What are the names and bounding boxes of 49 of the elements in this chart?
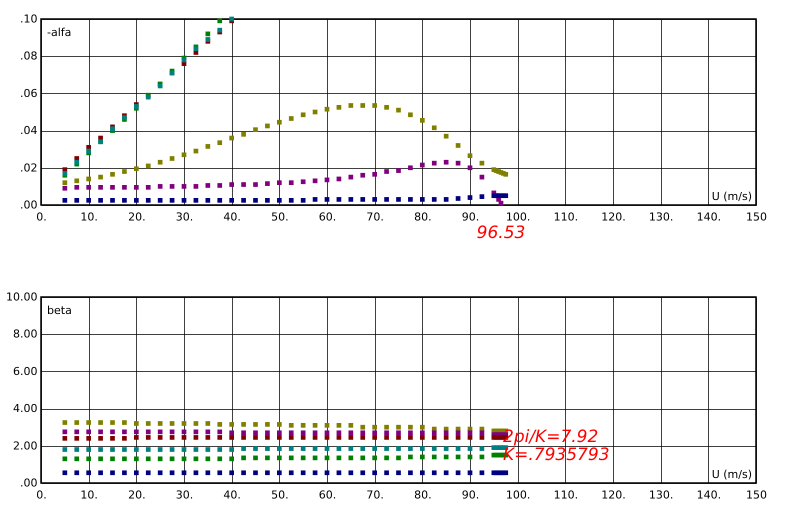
x-tick-label: 50. <box>271 488 289 502</box>
x-tick-label: 100. <box>506 210 530 224</box>
x-tick-label: 110. <box>554 488 578 502</box>
y-tick-label: .10 <box>20 12 38 26</box>
y-axis-title: -alfa <box>47 26 72 39</box>
y-tick-label: 8.00 <box>13 328 38 341</box>
y-tick-label: 10.00 <box>6 290 38 304</box>
y-tick-label: 2.00 <box>13 439 38 452</box>
x-tick-label: 10. <box>80 488 98 502</box>
x-tick-label: 130. <box>648 210 674 224</box>
x-tick-label: 20. <box>128 488 146 502</box>
x-axis-title: U (m/s) <box>712 468 752 481</box>
x-tick-label: 40. <box>223 488 241 502</box>
x-tick-label: 90. <box>462 210 480 224</box>
x-tick-label: 0. <box>36 488 47 502</box>
y-tick-label: .06 <box>20 86 38 100</box>
x-tick-label: 90. <box>462 488 480 502</box>
y-tick-label: .04 <box>20 124 38 138</box>
x-tick-label: 30. <box>176 210 194 224</box>
x-tick-label: 150 <box>746 488 767 502</box>
x-tick-label: 40. <box>223 210 241 224</box>
x-tick-label: 140. <box>696 210 722 224</box>
x-tick-label: 140. <box>696 488 722 502</box>
x-tick-label: 10. <box>80 210 98 224</box>
x-axis-title: U (m/s) <box>712 190 752 203</box>
y-axis-title: beta <box>47 304 72 317</box>
y-tick-label: .02 <box>20 161 38 174</box>
x-tick-label: 60. <box>318 488 336 502</box>
x-tick-label: 70. <box>366 488 384 502</box>
x-tick-label: 130. <box>648 488 674 502</box>
y-tick-label: 4.00 <box>13 402 38 416</box>
text: 96.53 <box>476 223 526 243</box>
x-tick-label: 110. <box>554 210 578 224</box>
x-tick-label: 80. <box>414 210 432 224</box>
x-tick-label: 120. <box>601 488 626 502</box>
x-tick-label: 30. <box>176 488 194 502</box>
x-tick-label: 20. <box>128 210 146 224</box>
x-tick-label: 50. <box>271 210 289 224</box>
y-tick-label: .00 <box>20 198 38 212</box>
x-tick-label: 70. <box>366 210 384 224</box>
x-tick-label: 150 <box>746 210 767 224</box>
x-tick-label: 100. <box>506 488 530 502</box>
x-tick-label: 120. <box>601 210 626 224</box>
x-tick-label: 60. <box>318 210 336 224</box>
y-tick-label: .00 <box>20 476 38 490</box>
x-tick-label: 80. <box>414 488 432 502</box>
x-tick-label: 0. <box>36 210 47 224</box>
y-tick-label: .08 <box>20 50 38 63</box>
y-tick-label: 6.00 <box>13 364 38 378</box>
